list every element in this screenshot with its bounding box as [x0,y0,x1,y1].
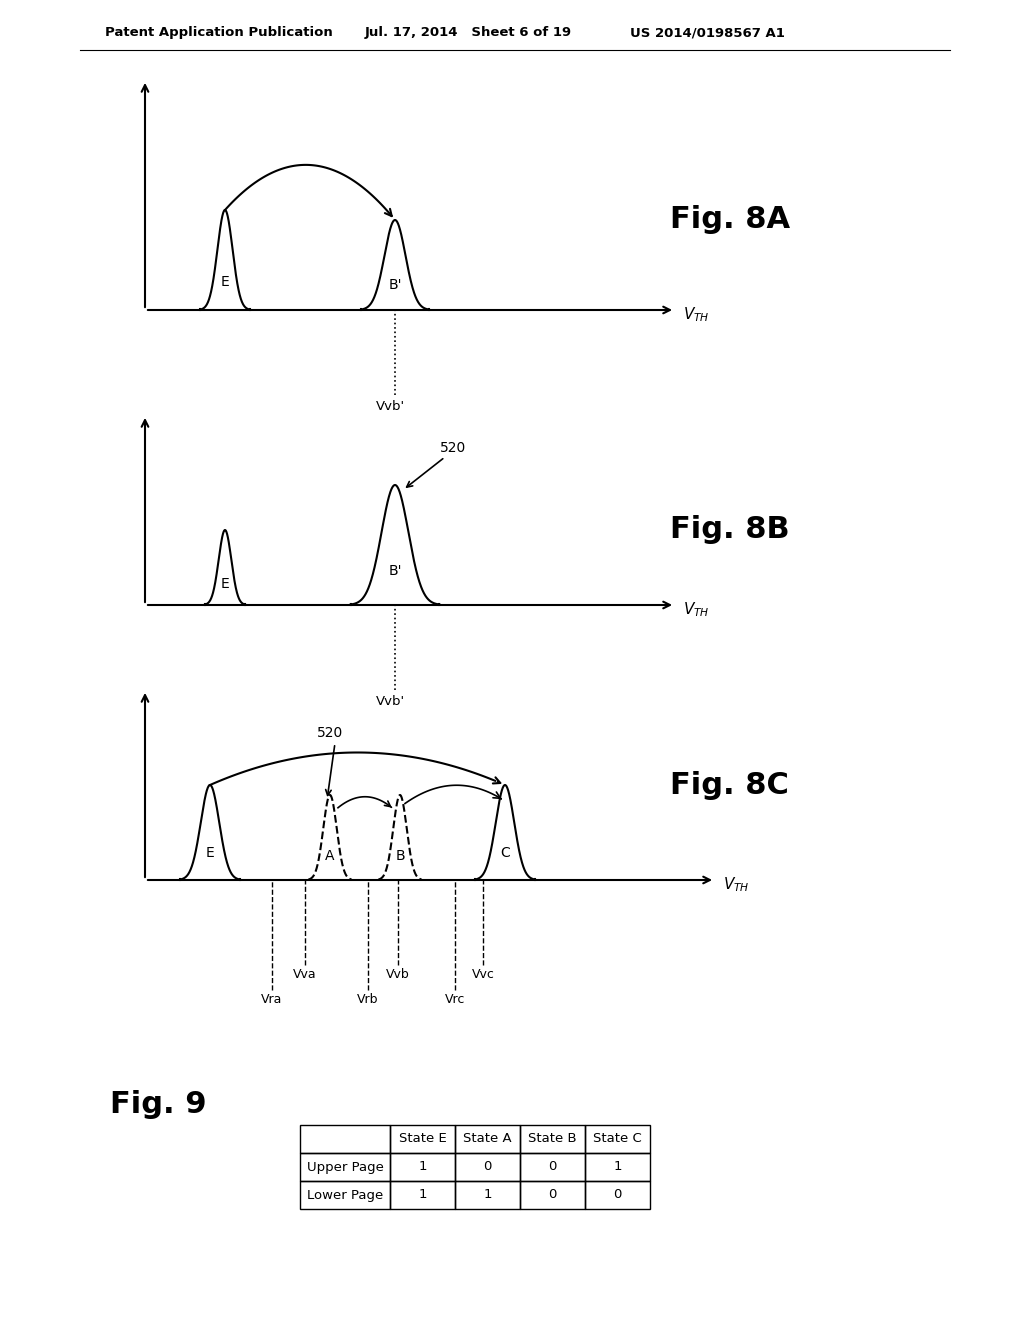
Text: State E: State E [398,1133,446,1146]
Text: 0: 0 [483,1160,492,1173]
Bar [455,1125,520,1152]
Text: E: E [220,275,229,289]
Text: B: B [395,849,404,863]
Text: Fig. 9: Fig. 9 [110,1090,207,1119]
Bar [390,1152,455,1181]
Text: Vra: Vra [261,993,283,1006]
Text: State C: State C [593,1133,642,1146]
Bar [520,1181,585,1209]
Bar [520,1152,585,1181]
Text: 520: 520 [316,726,343,741]
Bar [300,1152,390,1181]
Text: Vvb': Vvb' [376,696,404,708]
Text: B': B' [388,277,401,292]
Bar [585,1125,650,1152]
Text: 0: 0 [548,1160,557,1173]
Bar [520,1125,585,1152]
Bar [300,1181,390,1209]
Bar [390,1181,455,1209]
Text: $V_{TH}$: $V_{TH}$ [723,875,750,895]
Text: A: A [326,849,335,863]
Bar [300,1125,390,1152]
Text: State A: State A [463,1133,512,1146]
Bar [585,1152,650,1181]
Text: $V_{TH}$: $V_{TH}$ [683,306,710,325]
Text: US 2014/0198567 A1: US 2014/0198567 A1 [630,26,784,40]
Text: Vrc: Vrc [444,993,465,1006]
Text: B': B' [388,565,401,578]
Bar [455,1181,520,1209]
Text: Vvc: Vvc [472,968,495,981]
Bar [390,1125,455,1152]
Text: State B: State B [528,1133,577,1146]
Text: E: E [206,846,214,861]
Text: E: E [220,577,229,591]
Text: 1: 1 [418,1188,427,1201]
Text: Fig. 8A: Fig. 8A [670,206,791,235]
Text: Vrb: Vrb [357,993,379,1006]
Text: Lower Page: Lower Page [307,1188,383,1201]
Text: 1: 1 [613,1160,622,1173]
Text: Vvb: Vvb [386,968,410,981]
Bar [455,1152,520,1181]
Text: 520: 520 [440,441,466,455]
Text: Fig. 8C: Fig. 8C [670,771,788,800]
Text: 0: 0 [548,1188,557,1201]
Text: Vvb': Vvb' [376,400,404,413]
Text: Patent Application Publication: Patent Application Publication [105,26,333,40]
Text: $V_{TH}$: $V_{TH}$ [683,601,710,619]
Text: C: C [500,846,510,861]
Bar [585,1181,650,1209]
Text: 1: 1 [483,1188,492,1201]
Text: Upper Page: Upper Page [306,1160,383,1173]
Text: Fig. 8B: Fig. 8B [670,516,790,544]
Text: 0: 0 [613,1188,622,1201]
Text: Vva: Vva [293,968,316,981]
Text: Jul. 17, 2014   Sheet 6 of 19: Jul. 17, 2014 Sheet 6 of 19 [365,26,572,40]
Text: 1: 1 [418,1160,427,1173]
